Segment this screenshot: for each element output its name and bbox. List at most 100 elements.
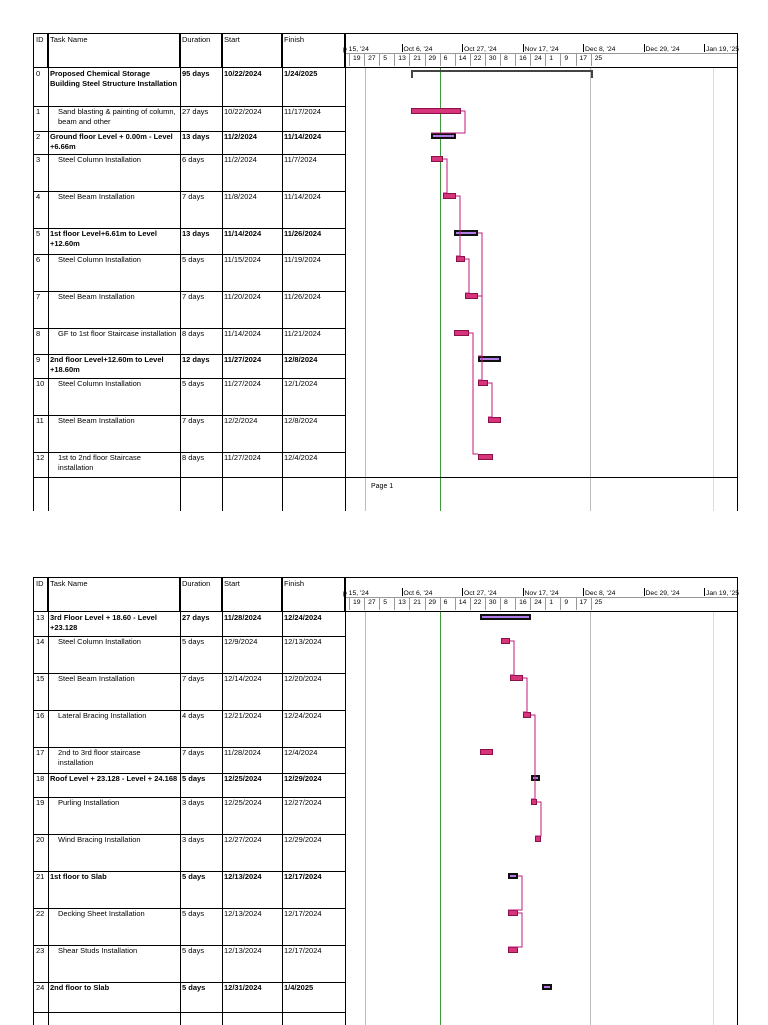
table-row[interactable]: 3 Steel Column Installation 6 days 11/2/202… (34, 154, 737, 191)
table-row[interactable]: 23 Shear Studs Installation 5 days 12/13/20… (34, 945, 737, 982)
cell-start: 11/27/2024 (224, 453, 261, 462)
cell-id: 20 (36, 835, 45, 844)
cell-finish: 12/29/2024 (284, 835, 322, 844)
table-row[interactable]: 1 Sand blasting & painting of column, bea… (34, 106, 737, 131)
table-row[interactable]: 8 GF to 1st floor Staircase installation 8… (34, 328, 737, 354)
dependency-link (510, 640, 515, 676)
cell-id: 18 (36, 774, 45, 783)
cell-start: 11/2/2024 (224, 132, 257, 141)
table-row[interactable]: 24 2nd floor to Slab 5 days 12/31/2024 1/4/2… (34, 982, 737, 1012)
timeline-day-label: 5 (383, 55, 387, 62)
cell-id: 12 (36, 453, 45, 462)
table-row[interactable]: 2 Ground floor Level + 0.00m - Level +6.6… (34, 131, 737, 154)
summary-bar[interactable] (480, 614, 531, 620)
cell-start: 11/27/2024 (224, 355, 262, 364)
timeline-day-label: 8 (504, 599, 508, 606)
task-bar[interactable] (478, 454, 493, 460)
task-bar[interactable] (443, 193, 456, 199)
cell-name: 1st to 2nd floor Staircase installation (58, 453, 141, 472)
table-row[interactable]: 4 Steel Beam Installation 7 days 11/8/2024 1… (34, 191, 737, 228)
cell-name: Shear Studs Installation (58, 946, 138, 955)
summary-bar[interactable] (508, 873, 518, 879)
summary-bar[interactable] (454, 230, 478, 236)
cell-finish: 11/14/2024 (284, 132, 322, 141)
cell-duration: 27 days (182, 613, 210, 622)
cell-start: 10/22/2024 (224, 69, 262, 78)
table-row[interactable]: 20 Wind Bracing Installation 3 days 12/27/2… (34, 834, 737, 871)
column-header-id: ID (34, 578, 48, 611)
cell-start: 12/14/2024 (224, 674, 262, 683)
cell-id: 3 (36, 155, 41, 164)
table-row[interactable]: 11 Steel Beam Installation 7 days 12/2/2024… (34, 415, 737, 452)
task-bar[interactable] (501, 638, 510, 644)
summary-bar[interactable] (478, 356, 501, 362)
summary-bar[interactable] (542, 984, 552, 990)
summary-bar[interactable] (411, 70, 593, 78)
cell-name: 1st floor to Slab (50, 872, 107, 881)
cell-finish: 12/4/2024 (284, 453, 318, 462)
task-bar[interactable] (411, 108, 461, 114)
cell-id: 5 (36, 229, 41, 238)
column-header-name: Task Name (48, 578, 180, 611)
cell-name: 2nd to 3rd floor staircase installation (58, 748, 141, 767)
cell-start: 12/13/2024 (224, 872, 262, 881)
table-row[interactable]: 7 Steel Beam Installation 7 days 11/20/2024… (34, 291, 737, 328)
cell-start: 11/14/2024 (224, 329, 261, 338)
table-row[interactable]: 12 1st to 2nd floor Staircase installatio… (34, 452, 737, 477)
table-row[interactable]: 16 Lateral Bracing Installation 4 days 12/2… (34, 710, 737, 747)
table-row[interactable]: 15 Steel Beam Installation 7 days 12/14/202… (34, 673, 737, 710)
cell-duration: 5 days (182, 255, 205, 264)
cell-start: 11/20/2024 (224, 292, 261, 301)
cell-name: Roof Level + 23.128 - Level + 24.168 (50, 774, 178, 783)
timeline-month-label: Dec 29, '24 (645, 46, 680, 53)
cell-finish: 12/1/2024 (284, 379, 318, 388)
gantt-page-1: ID Task Name Duration Start Finish p 15, '24 O… (33, 33, 739, 511)
cell-duration: 5 days (182, 872, 206, 881)
task-bar[interactable] (465, 293, 478, 299)
cell-finish: 12/8/2024 (284, 355, 318, 364)
timeline-day-label: 29 (428, 55, 437, 62)
table-row[interactable]: 5 1st floor Level+6.61m to Level +12.60m 1… (34, 228, 737, 254)
table-row[interactable]: 22 Decking Sheet Installation 5 days 12/13/… (34, 908, 737, 945)
dependency-links (508, 640, 542, 948)
dependency-link (431, 110, 466, 134)
cell-name: Steel Column Installation (58, 637, 141, 646)
cell-finish: 12/17/2024 (284, 872, 322, 881)
timeline-gridline (365, 68, 366, 511)
table-row[interactable]: 10 Steel Column Installation 5 days 11/27/2… (34, 378, 737, 415)
cell-finish: 11/14/2024 (284, 192, 321, 201)
timeline-gridline (590, 68, 591, 511)
table-row[interactable]: 6 Steel Column Installation 5 days 11/15/20… (34, 254, 737, 291)
table-row[interactable]: 21 1st floor to Slab 5 days 12/13/2024 12/17… (34, 871, 737, 908)
cell-duration: 95 days (182, 69, 210, 78)
task-bar[interactable] (454, 330, 469, 336)
table-row[interactable]: 18 Roof Level + 23.128 - Level + 24.168 5 … (34, 773, 737, 797)
table-row[interactable]: 0 Proposed Chemical Storage Building Stee… (34, 68, 737, 106)
timeline-day-label: 17 (579, 55, 588, 62)
cell-start: 11/28/2024 (224, 748, 261, 757)
table-row[interactable]: 14 Steel Column Installation 5 days 12/9/20… (34, 636, 737, 673)
task-bar[interactable] (488, 417, 501, 423)
table-row[interactable]: 19 Purling Installation 3 days 12/25/2024 12… (34, 797, 737, 834)
timeline-day-label: 27 (368, 599, 376, 606)
summary-bar[interactable] (431, 133, 456, 139)
cell-id: 24 (36, 983, 45, 992)
task-bar[interactable] (431, 156, 443, 162)
task-bar[interactable] (480, 749, 493, 755)
timeline-day-label: 5 (383, 599, 387, 606)
task-bar[interactable] (478, 380, 488, 386)
task-bar[interactable] (510, 675, 523, 681)
dependency-link (523, 677, 528, 713)
table-row[interactable]: 13 3rd Floor Level + 18.60 - Level +23.12… (34, 612, 737, 636)
timeline-day-label: 14 (458, 599, 467, 606)
cell-finish: 12/24/2024 (284, 613, 322, 622)
timeline-gridline (713, 68, 714, 511)
cell-start: 12/9/2024 (224, 637, 258, 646)
timeline-day-label: 9 (564, 55, 569, 62)
dependency-link (535, 801, 542, 837)
timeline-day-label: 16 (519, 55, 527, 62)
cell-finish: 12/24/2024 (284, 711, 322, 720)
table-row[interactable]: 9 2nd floor Level+12.60m to Level +18.60m… (34, 354, 737, 378)
timeline-month-label: Oct 6, '24 (403, 46, 433, 53)
table-row[interactable]: 17 2nd to 3rd floor staircase installatio… (34, 747, 737, 773)
